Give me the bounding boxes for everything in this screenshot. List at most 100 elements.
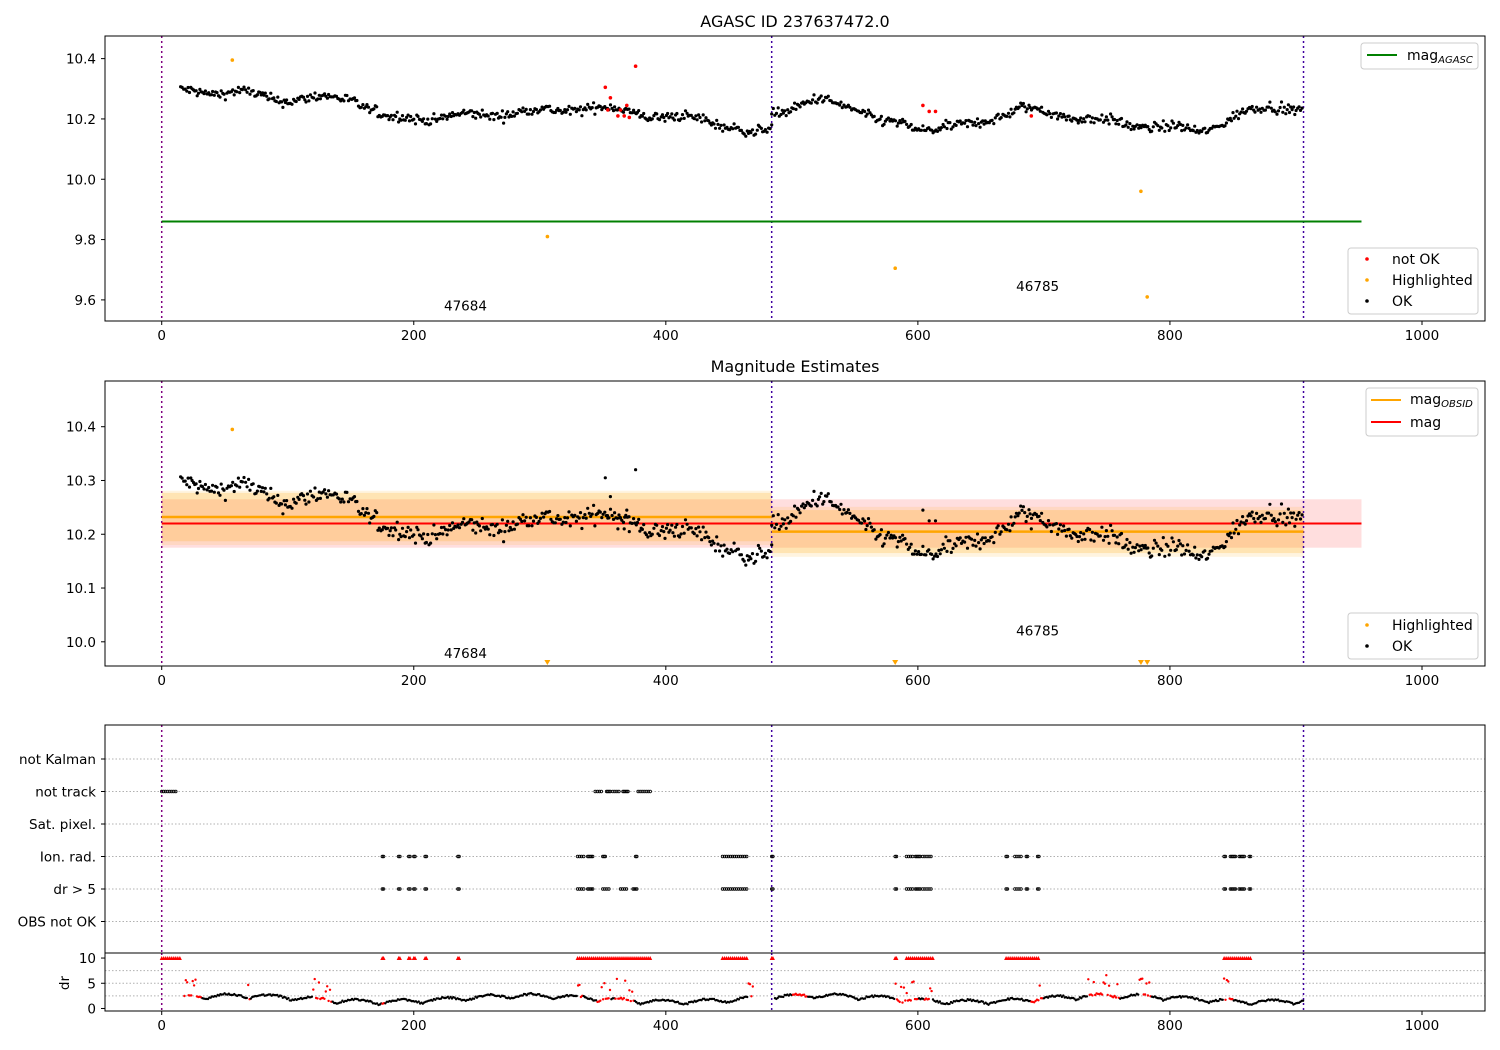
flag-point bbox=[413, 887, 417, 891]
dr-capped-marker bbox=[407, 956, 412, 961]
ok-point bbox=[527, 524, 531, 528]
ok-point bbox=[617, 513, 621, 517]
ok-point bbox=[1210, 549, 1214, 553]
ok-point bbox=[630, 521, 634, 526]
top-xtick-label: 0 bbox=[157, 328, 166, 344]
ok-point bbox=[1157, 128, 1161, 132]
ok-point bbox=[511, 520, 515, 524]
ok-point bbox=[1040, 105, 1044, 109]
flag-point bbox=[602, 854, 606, 859]
ok-point bbox=[1236, 117, 1241, 121]
ok-point bbox=[630, 111, 634, 115]
ok-point bbox=[1227, 534, 1231, 538]
ok-point bbox=[745, 554, 749, 558]
ok-point bbox=[1292, 511, 1296, 515]
ok-point bbox=[1023, 105, 1027, 109]
ok-point bbox=[762, 554, 766, 558]
dr-capped-marker bbox=[177, 956, 182, 961]
ok-point bbox=[974, 544, 978, 548]
ok-point bbox=[471, 528, 475, 532]
ok-point bbox=[685, 522, 689, 526]
ok-point bbox=[1294, 108, 1298, 113]
dr-point bbox=[622, 997, 626, 1000]
ok-point bbox=[999, 116, 1003, 120]
ok-point bbox=[1025, 107, 1029, 111]
ok-point bbox=[718, 549, 722, 553]
ok-point bbox=[269, 91, 273, 95]
ok-point bbox=[934, 552, 938, 556]
ok-point bbox=[490, 522, 495, 527]
ok-point bbox=[815, 504, 819, 508]
ok-point bbox=[921, 544, 925, 549]
ok-point bbox=[773, 526, 777, 530]
flag-point bbox=[1015, 887, 1019, 891]
ok-point bbox=[1231, 111, 1235, 115]
ok-point bbox=[949, 127, 953, 131]
ok-point bbox=[1117, 542, 1121, 546]
ok-point bbox=[1278, 512, 1282, 516]
ok-point bbox=[430, 117, 434, 121]
ok-point bbox=[553, 521, 557, 525]
flag-point bbox=[595, 789, 599, 794]
ok-point bbox=[194, 482, 198, 486]
ok-point bbox=[678, 535, 682, 539]
ok-point bbox=[304, 502, 308, 506]
ok-point bbox=[1089, 538, 1093, 542]
ok-point bbox=[888, 536, 892, 540]
not-ok-point bbox=[633, 64, 638, 68]
ok-point bbox=[732, 541, 736, 545]
ok-point bbox=[903, 537, 907, 541]
dr-point bbox=[902, 986, 906, 989]
ok-point bbox=[1278, 105, 1282, 110]
dr-point bbox=[1301, 999, 1305, 1002]
ok-point bbox=[815, 101, 819, 105]
flag-point bbox=[770, 854, 774, 859]
ok-point bbox=[567, 104, 571, 108]
not-ok-point bbox=[618, 108, 623, 112]
dr-panel: 0 200 400 600 800 1000 0 5 10 dr bbox=[57, 951, 1486, 1034]
ok-point bbox=[951, 546, 955, 551]
flag-point bbox=[577, 887, 582, 891]
ok-point bbox=[1142, 546, 1146, 550]
flag-point bbox=[923, 887, 927, 891]
flag-point bbox=[1004, 887, 1008, 891]
ok-point bbox=[954, 544, 958, 548]
ok-point bbox=[1290, 108, 1294, 112]
ok-point bbox=[896, 540, 901, 544]
ok-point bbox=[611, 109, 616, 113]
ok-point bbox=[927, 126, 931, 130]
ok-point bbox=[970, 120, 974, 124]
ok-point bbox=[776, 106, 780, 110]
mid-xtick-label: 400 bbox=[653, 673, 679, 689]
ok-point bbox=[697, 113, 701, 117]
ok-point bbox=[672, 118, 677, 122]
dr-point bbox=[1222, 977, 1226, 980]
legend-ok-marker-mid bbox=[1365, 644, 1369, 648]
ok-point bbox=[781, 522, 786, 526]
ok-point bbox=[283, 100, 287, 105]
ok-point bbox=[232, 93, 236, 97]
flag-point bbox=[161, 789, 166, 794]
ok-point bbox=[794, 515, 798, 519]
top-ytick-label: 10.0 bbox=[66, 172, 96, 188]
ok-point bbox=[520, 110, 524, 114]
ok-point bbox=[889, 533, 893, 537]
ok-point bbox=[1079, 116, 1083, 120]
ok-point bbox=[1224, 121, 1228, 125]
ok-point bbox=[426, 117, 430, 121]
ok-point bbox=[1267, 105, 1271, 109]
mid-xtick-label: 800 bbox=[1157, 673, 1183, 689]
dr-xtick-label: 0 bbox=[157, 1018, 166, 1034]
ok-point bbox=[1075, 118, 1079, 122]
ok-point bbox=[1038, 519, 1042, 523]
dr-point bbox=[1145, 982, 1148, 985]
ok-point bbox=[1064, 534, 1068, 538]
flag-point bbox=[625, 789, 629, 794]
dr-point bbox=[870, 994, 874, 997]
flag-point bbox=[923, 854, 927, 859]
ok-point bbox=[446, 114, 450, 119]
ok-point bbox=[359, 511, 363, 516]
ok-point bbox=[1076, 539, 1080, 544]
flag-point bbox=[582, 887, 586, 891]
ok-point bbox=[561, 520, 565, 524]
